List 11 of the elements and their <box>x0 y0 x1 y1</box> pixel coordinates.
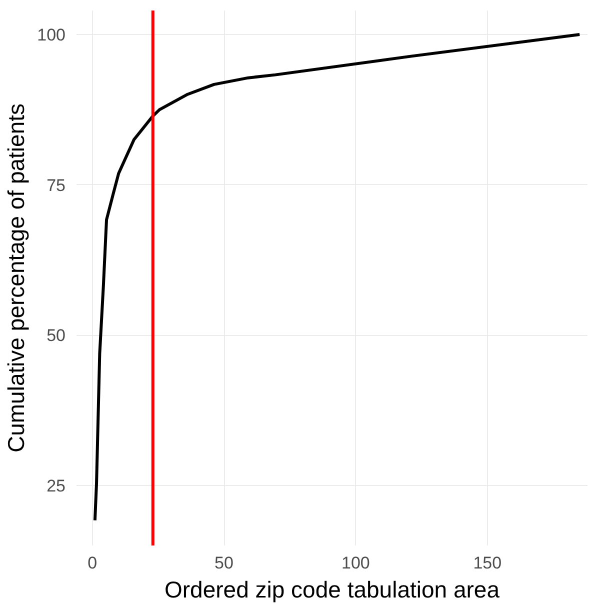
x-tick-label: 100 <box>342 554 370 572</box>
x-tick-label: 50 <box>214 554 234 572</box>
x-axis-title: Ordered zip code tabulation area <box>164 576 500 602</box>
y-axis-title: Cumulative percentage of patients <box>3 103 30 453</box>
y-tick-label: 100 <box>37 26 66 45</box>
y-tick-label: 50 <box>46 326 66 346</box>
y-tick-label: 25 <box>46 476 66 496</box>
x-tick-label: 0 <box>88 554 98 572</box>
line-series <box>93 33 582 522</box>
x-tick-label: 150 <box>473 554 502 572</box>
y-tick-label: 75 <box>46 176 66 195</box>
